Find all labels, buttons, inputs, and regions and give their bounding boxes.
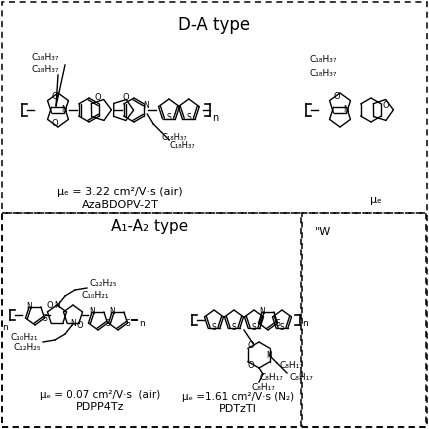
Text: O: O bbox=[94, 94, 101, 103]
Text: N: N bbox=[89, 308, 95, 317]
Text: O: O bbox=[47, 300, 53, 309]
Text: O: O bbox=[248, 341, 254, 350]
Text: S: S bbox=[42, 314, 47, 323]
Text: S: S bbox=[105, 319, 110, 328]
Text: N: N bbox=[259, 308, 265, 317]
Text: O: O bbox=[382, 102, 389, 111]
Text: O: O bbox=[333, 92, 340, 101]
Text: PDPP4Tz: PDPP4Tz bbox=[76, 402, 124, 412]
Text: O: O bbox=[51, 92, 58, 101]
Text: C₁₈H₃₇: C₁₈H₃₇ bbox=[32, 66, 60, 75]
Text: C₁₈H₃₇: C₁₈H₃₇ bbox=[32, 54, 60, 63]
Text: O: O bbox=[248, 360, 254, 369]
Text: μₑ = 0.07 cm²/V·s  (air): μₑ = 0.07 cm²/V·s (air) bbox=[40, 390, 160, 400]
Text: μₑ = 3.22 cm²/V·s (air): μₑ = 3.22 cm²/V·s (air) bbox=[57, 187, 183, 197]
Text: C₁₈H₃₇: C₁₈H₃₇ bbox=[161, 133, 187, 142]
Text: D-A type: D-A type bbox=[178, 16, 251, 34]
Text: μₑ: μₑ bbox=[370, 195, 382, 205]
Text: A₁-A₂ type: A₁-A₂ type bbox=[112, 220, 189, 235]
Text: N: N bbox=[54, 302, 60, 311]
Text: O: O bbox=[122, 94, 129, 103]
Text: C₁₂H₂₅: C₁₂H₂₅ bbox=[13, 344, 41, 353]
Text: PDTzTI: PDTzTI bbox=[219, 404, 257, 414]
Text: C₈H₁₇: C₈H₁₇ bbox=[289, 372, 313, 381]
Text: C₁₈H₃₇: C₁₈H₃₇ bbox=[310, 55, 338, 64]
Text: C₁₈H₃₇: C₁₈H₃₇ bbox=[169, 142, 195, 151]
Text: N: N bbox=[266, 350, 272, 360]
Text: S: S bbox=[252, 323, 257, 332]
Text: N: N bbox=[26, 302, 32, 311]
Bar bbox=[2, 213, 301, 427]
Text: n: n bbox=[212, 113, 218, 123]
Text: C₁₀H₂₁: C₁₀H₂₁ bbox=[81, 291, 109, 300]
Text: O: O bbox=[77, 320, 83, 329]
Text: C₈H₁₇: C₈H₁₇ bbox=[259, 374, 283, 383]
Text: C₈H₁₇: C₈H₁₇ bbox=[251, 384, 275, 393]
Text: N: N bbox=[143, 102, 149, 111]
Text: S: S bbox=[187, 113, 191, 122]
Text: n: n bbox=[139, 318, 145, 327]
Text: S: S bbox=[280, 323, 284, 332]
Text: n: n bbox=[2, 323, 8, 332]
Text: S: S bbox=[166, 113, 171, 122]
Text: S: S bbox=[232, 323, 236, 332]
Bar bbox=[302, 213, 426, 427]
Text: AzaBDOPV-2T: AzaBDOPV-2T bbox=[82, 200, 158, 210]
Text: n: n bbox=[302, 318, 308, 327]
Text: C₁₂H₂₅: C₁₂H₂₅ bbox=[89, 280, 117, 288]
Text: "W: "W bbox=[315, 227, 331, 237]
Text: N: N bbox=[62, 106, 67, 115]
Text: S: S bbox=[125, 319, 130, 328]
Text: O: O bbox=[51, 119, 58, 128]
Text: μₑ =1.61 cm²/V·s (N₂): μₑ =1.61 cm²/V·s (N₂) bbox=[182, 392, 294, 402]
Text: N: N bbox=[70, 320, 76, 329]
Text: S: S bbox=[211, 323, 216, 332]
Text: C₈H₁₇: C₈H₁₇ bbox=[279, 360, 303, 369]
Text: N: N bbox=[344, 106, 350, 115]
Text: S: S bbox=[275, 319, 280, 328]
Text: C₁₈H₃₇: C₁₈H₃₇ bbox=[310, 69, 338, 78]
Text: C₁₀H₂₁: C₁₀H₂₁ bbox=[10, 333, 38, 342]
Text: N: N bbox=[109, 308, 115, 317]
